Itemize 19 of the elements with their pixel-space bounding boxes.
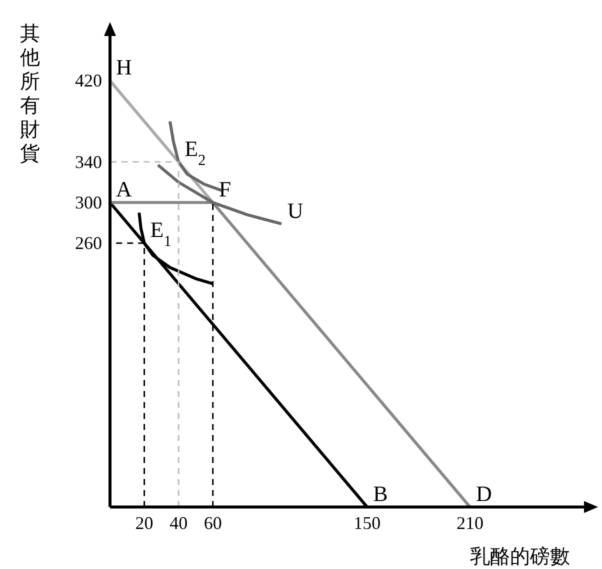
y-tick-label: 340 [75,152,102,172]
x-tick-label: 60 [204,513,222,533]
x-tick-label: 150 [354,513,381,533]
annotation: U [287,198,304,223]
annotation: E$_{1}$ [150,217,172,250]
x-tick-label: 210 [456,513,484,533]
y-tick-label: 300 [75,192,102,213]
annotation: E$_{2}$ [184,136,206,168]
x-tick-label: 20 [135,513,154,533]
y-tick-label: 260 [75,233,102,254]
annotation: F [218,176,232,202]
annotation: D [476,481,492,506]
x-axis-title: 乳酪的磅數 [470,544,570,568]
y-tick-label: 420 [75,70,102,91]
x-tick-label: 40 [170,513,188,533]
annotation: A [116,176,132,202]
annotation: H [116,54,132,80]
annotation: B [373,481,388,506]
y-axis-title: 其他所有財貨 [20,21,40,165]
